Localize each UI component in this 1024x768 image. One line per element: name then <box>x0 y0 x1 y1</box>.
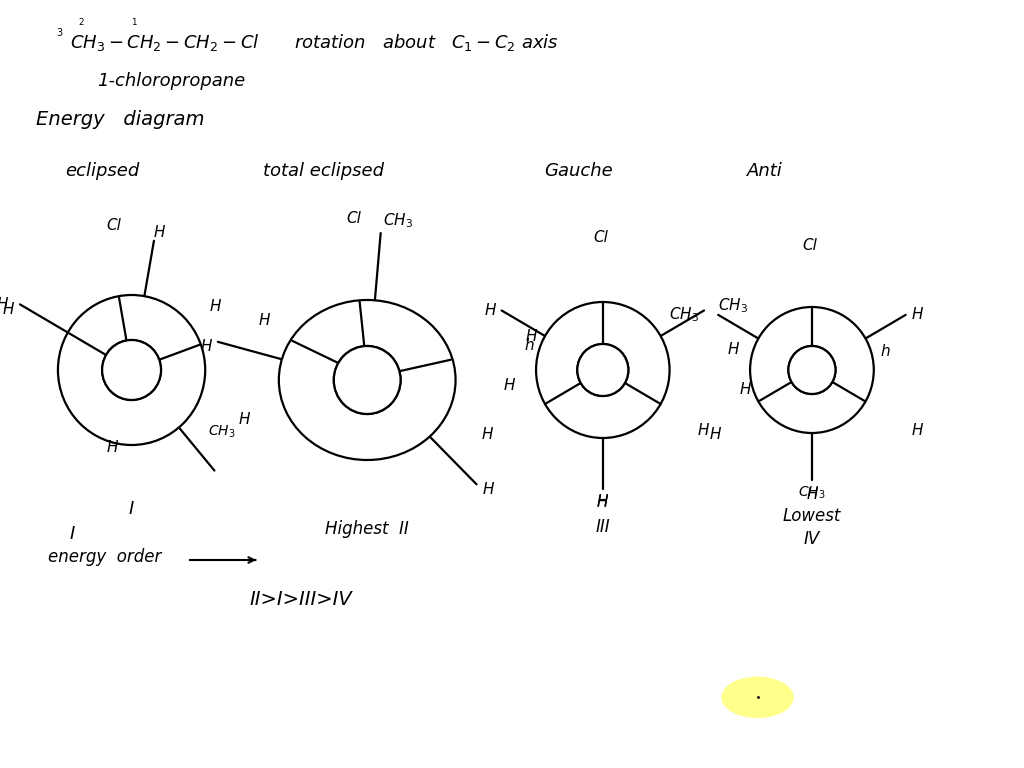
Text: $CH_3-CH_2-CH_2-Cl$: $CH_3-CH_2-CH_2-Cl$ <box>70 32 259 53</box>
Text: H: H <box>728 343 739 357</box>
Text: H: H <box>911 307 924 323</box>
Text: H: H <box>481 427 493 442</box>
Ellipse shape <box>279 300 456 460</box>
Text: H: H <box>210 299 221 314</box>
Text: $CH_3$: $CH_3$ <box>798 485 825 502</box>
Text: Highest  II: Highest II <box>326 520 409 538</box>
Text: $^3$: $^3$ <box>56 28 63 42</box>
Ellipse shape <box>102 340 161 400</box>
Ellipse shape <box>334 346 400 414</box>
Ellipse shape <box>334 346 400 414</box>
Text: $CH_3$: $CH_3$ <box>669 306 698 324</box>
Text: H: H <box>597 495 608 510</box>
Text: H: H <box>525 329 537 344</box>
Text: H: H <box>504 378 515 392</box>
Ellipse shape <box>578 344 629 396</box>
Ellipse shape <box>788 346 836 394</box>
Text: III: III <box>596 518 610 536</box>
Text: Cl: Cl <box>106 218 122 233</box>
Text: II>I>III>IV: II>I>III>IV <box>250 590 352 609</box>
Text: eclipsed: eclipsed <box>65 162 139 180</box>
Text: H: H <box>911 422 924 438</box>
Text: rotation   about   $C_1-C_2$ axis: rotation about $C_1-C_2$ axis <box>294 32 558 53</box>
Text: $^1$: $^1$ <box>131 18 137 31</box>
Ellipse shape <box>58 295 205 445</box>
Ellipse shape <box>578 344 629 396</box>
Text: H: H <box>154 225 165 240</box>
Text: h: h <box>881 345 891 359</box>
Ellipse shape <box>102 340 161 400</box>
Text: H: H <box>710 427 722 442</box>
Text: Cl: Cl <box>803 238 817 253</box>
Text: H: H <box>259 313 270 328</box>
Text: Energy   diagram: Energy diagram <box>36 110 205 129</box>
Text: H: H <box>239 412 250 428</box>
Text: H: H <box>806 487 818 502</box>
Text: Lowest: Lowest <box>782 507 841 525</box>
Text: 1-chloropropane: 1-chloropropane <box>97 72 246 90</box>
Text: $CH_3$: $CH_3$ <box>719 296 749 315</box>
Text: I: I <box>129 500 134 518</box>
Text: IV: IV <box>804 530 820 548</box>
Text: H: H <box>739 382 751 398</box>
Text: H: H <box>0 297 8 312</box>
Text: Cl: Cl <box>594 230 608 244</box>
Text: H: H <box>484 303 496 318</box>
Text: $CH_3$: $CH_3$ <box>383 212 414 230</box>
Ellipse shape <box>788 346 836 394</box>
Ellipse shape <box>721 677 794 718</box>
Text: $^2$: $^2$ <box>78 18 84 31</box>
Text: I: I <box>70 525 75 543</box>
Text: h: h <box>524 337 534 353</box>
Text: H: H <box>106 441 118 455</box>
Text: Cl: Cl <box>346 210 361 226</box>
Text: Gauche: Gauche <box>544 162 612 180</box>
Text: H: H <box>697 422 710 438</box>
Text: energy  order: energy order <box>48 548 162 566</box>
Text: Anti: Anti <box>746 162 782 180</box>
Text: total eclipsed: total eclipsed <box>262 162 384 180</box>
Text: H: H <box>482 482 494 497</box>
Text: H: H <box>201 339 212 354</box>
Ellipse shape <box>751 307 873 433</box>
Text: $CH_3$: $CH_3$ <box>208 424 236 440</box>
Text: H: H <box>2 302 14 317</box>
Text: H: H <box>597 494 608 508</box>
Ellipse shape <box>536 302 670 438</box>
